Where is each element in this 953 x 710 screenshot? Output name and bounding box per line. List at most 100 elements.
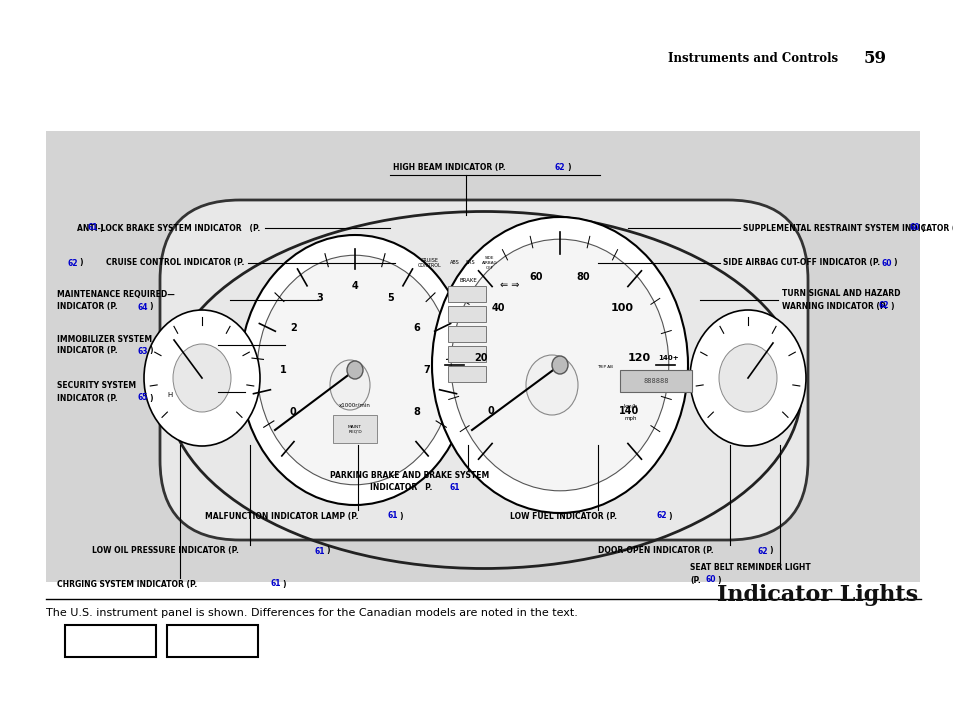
Text: SECURITY SYSTEM: SECURITY SYSTEM bbox=[57, 381, 136, 391]
Text: SEAT BELT REMINDER LIGHT: SEAT BELT REMINDER LIGHT bbox=[689, 564, 810, 572]
Text: ): ) bbox=[282, 579, 285, 589]
Text: 59: 59 bbox=[862, 50, 885, 67]
Text: IMMOBILIZER SYSTEM: IMMOBILIZER SYSTEM bbox=[57, 334, 152, 344]
Text: 5: 5 bbox=[387, 293, 394, 302]
Text: ): ) bbox=[149, 393, 152, 403]
Text: 60: 60 bbox=[529, 273, 543, 283]
Text: ANTI-LOCK BRAKE SYSTEM INDICATOR   (P.: ANTI-LOCK BRAKE SYSTEM INDICATOR (P. bbox=[76, 224, 260, 232]
Text: LOW FUEL INDICATOR (P.: LOW FUEL INDICATOR (P. bbox=[510, 511, 617, 520]
Text: 62: 62 bbox=[878, 302, 888, 310]
Bar bbox=[448, 346, 485, 362]
Ellipse shape bbox=[432, 217, 687, 513]
Text: ): ) bbox=[398, 511, 402, 520]
Ellipse shape bbox=[719, 344, 776, 412]
Text: ⇐ ⇒: ⇐ ⇒ bbox=[499, 280, 519, 290]
Bar bbox=[448, 286, 485, 302]
Ellipse shape bbox=[525, 355, 578, 415]
Text: TURN SIGNAL AND HAZARD: TURN SIGNAL AND HAZARD bbox=[781, 290, 900, 298]
Ellipse shape bbox=[689, 310, 805, 446]
Text: The U.S. instrument panel is shown. Differences for the Canadian models are note: The U.S. instrument panel is shown. Diff… bbox=[46, 608, 578, 618]
Text: Instruments and Controls: Instruments and Controls bbox=[667, 52, 837, 65]
Text: 65: 65 bbox=[138, 393, 149, 403]
Text: 63: 63 bbox=[138, 346, 149, 356]
Text: SUPPLEMENTAL RESTRAINT SYSTEM INDICATOR (P.: SUPPLEMENTAL RESTRAINT SYSTEM INDICATOR … bbox=[742, 224, 953, 232]
Text: ): ) bbox=[99, 224, 102, 232]
Text: 62: 62 bbox=[68, 258, 78, 268]
Text: 64: 64 bbox=[138, 302, 149, 312]
Text: SRS: SRS bbox=[465, 261, 475, 266]
Text: CRUISE CONTROL INDICATOR (P.: CRUISE CONTROL INDICATOR (P. bbox=[106, 258, 244, 268]
Text: 60: 60 bbox=[882, 258, 892, 268]
Text: ): ) bbox=[667, 511, 671, 520]
Text: (P.: (P. bbox=[689, 576, 700, 584]
Text: 2: 2 bbox=[290, 323, 296, 333]
Text: MAINTENANCE REQUIRED—: MAINTENANCE REQUIRED— bbox=[57, 290, 174, 300]
Bar bbox=[65, 625, 155, 657]
Text: WARNING INDICATOR (P.: WARNING INDICATOR (P. bbox=[781, 302, 886, 310]
Text: 61: 61 bbox=[271, 579, 281, 589]
Text: BRAKE: BRAKE bbox=[458, 278, 476, 283]
Text: CHRGING SYSTEM INDICATOR (P.: CHRGING SYSTEM INDICATOR (P. bbox=[57, 579, 197, 589]
Text: ): ) bbox=[892, 258, 896, 268]
Text: 62: 62 bbox=[555, 163, 565, 172]
Text: 140: 140 bbox=[618, 406, 639, 416]
Text: mph: mph bbox=[623, 416, 636, 421]
Ellipse shape bbox=[347, 361, 363, 379]
Text: 61: 61 bbox=[88, 224, 98, 232]
Text: 60: 60 bbox=[909, 224, 920, 232]
Text: 140+: 140+ bbox=[658, 354, 679, 361]
Text: ): ) bbox=[79, 258, 82, 268]
Text: x1000r/min: x1000r/min bbox=[338, 403, 371, 408]
Bar bbox=[333, 415, 376, 443]
FancyBboxPatch shape bbox=[160, 200, 807, 540]
Ellipse shape bbox=[330, 360, 370, 410]
Text: ABS: ABS bbox=[450, 261, 459, 266]
Text: DOOR-OPEN INDICATOR (P.: DOOR-OPEN INDICATOR (P. bbox=[598, 547, 713, 555]
Bar bbox=[448, 326, 485, 342]
Ellipse shape bbox=[240, 235, 470, 505]
Text: HIGH BEAM INDICATOR (P.: HIGH BEAM INDICATOR (P. bbox=[393, 163, 505, 172]
Text: 61: 61 bbox=[450, 484, 460, 493]
Bar bbox=[167, 625, 257, 657]
Ellipse shape bbox=[257, 256, 453, 485]
Text: INDICATOR (P.: INDICATOR (P. bbox=[57, 393, 117, 403]
Text: 20: 20 bbox=[474, 353, 487, 363]
Text: 60: 60 bbox=[705, 576, 716, 584]
Text: CRUISE
CONTROL: CRUISE CONTROL bbox=[417, 258, 441, 268]
Text: 3: 3 bbox=[315, 293, 322, 302]
Text: ): ) bbox=[149, 302, 152, 312]
Bar bbox=[448, 306, 485, 322]
Text: 8: 8 bbox=[413, 407, 419, 417]
Bar bbox=[448, 366, 485, 382]
Text: 888888: 888888 bbox=[642, 378, 668, 384]
Text: 6: 6 bbox=[413, 323, 419, 333]
Text: SIDE
AIRBAG
OFF: SIDE AIRBAG OFF bbox=[481, 256, 497, 270]
Ellipse shape bbox=[451, 239, 668, 491]
Text: 61: 61 bbox=[388, 511, 398, 520]
Text: H: H bbox=[168, 392, 172, 398]
Text: 0: 0 bbox=[487, 406, 494, 416]
Text: PARKING BRAKE AND BRAKE SYSTEM: PARKING BRAKE AND BRAKE SYSTEM bbox=[330, 471, 489, 481]
Text: 80: 80 bbox=[576, 273, 590, 283]
Ellipse shape bbox=[172, 344, 231, 412]
Text: 100: 100 bbox=[610, 302, 633, 313]
Text: SIDE AIRBAG CUT-OFF INDICATOR (P.: SIDE AIRBAG CUT-OFF INDICATOR (P. bbox=[722, 258, 880, 268]
Text: ): ) bbox=[889, 302, 893, 310]
Text: 120: 120 bbox=[627, 353, 650, 363]
Text: 7: 7 bbox=[422, 365, 429, 375]
Text: INDICATOR   P.: INDICATOR P. bbox=[370, 484, 432, 493]
Text: MAINT
REQ'D: MAINT REQ'D bbox=[348, 425, 361, 433]
Text: Indicator Lights: Indicator Lights bbox=[716, 584, 917, 606]
Text: km/h: km/h bbox=[622, 404, 637, 409]
Text: 40: 40 bbox=[491, 302, 504, 313]
Text: ): ) bbox=[768, 547, 772, 555]
Text: ): ) bbox=[566, 163, 570, 172]
Text: INDICATOR (P.: INDICATOR (P. bbox=[57, 302, 117, 312]
Ellipse shape bbox=[144, 310, 260, 446]
Text: 61: 61 bbox=[314, 547, 325, 555]
Text: ): ) bbox=[920, 224, 923, 232]
Ellipse shape bbox=[552, 356, 567, 374]
Text: ): ) bbox=[149, 346, 152, 356]
Text: TRIP AB: TRIP AB bbox=[597, 365, 613, 369]
Text: 1: 1 bbox=[280, 365, 287, 375]
